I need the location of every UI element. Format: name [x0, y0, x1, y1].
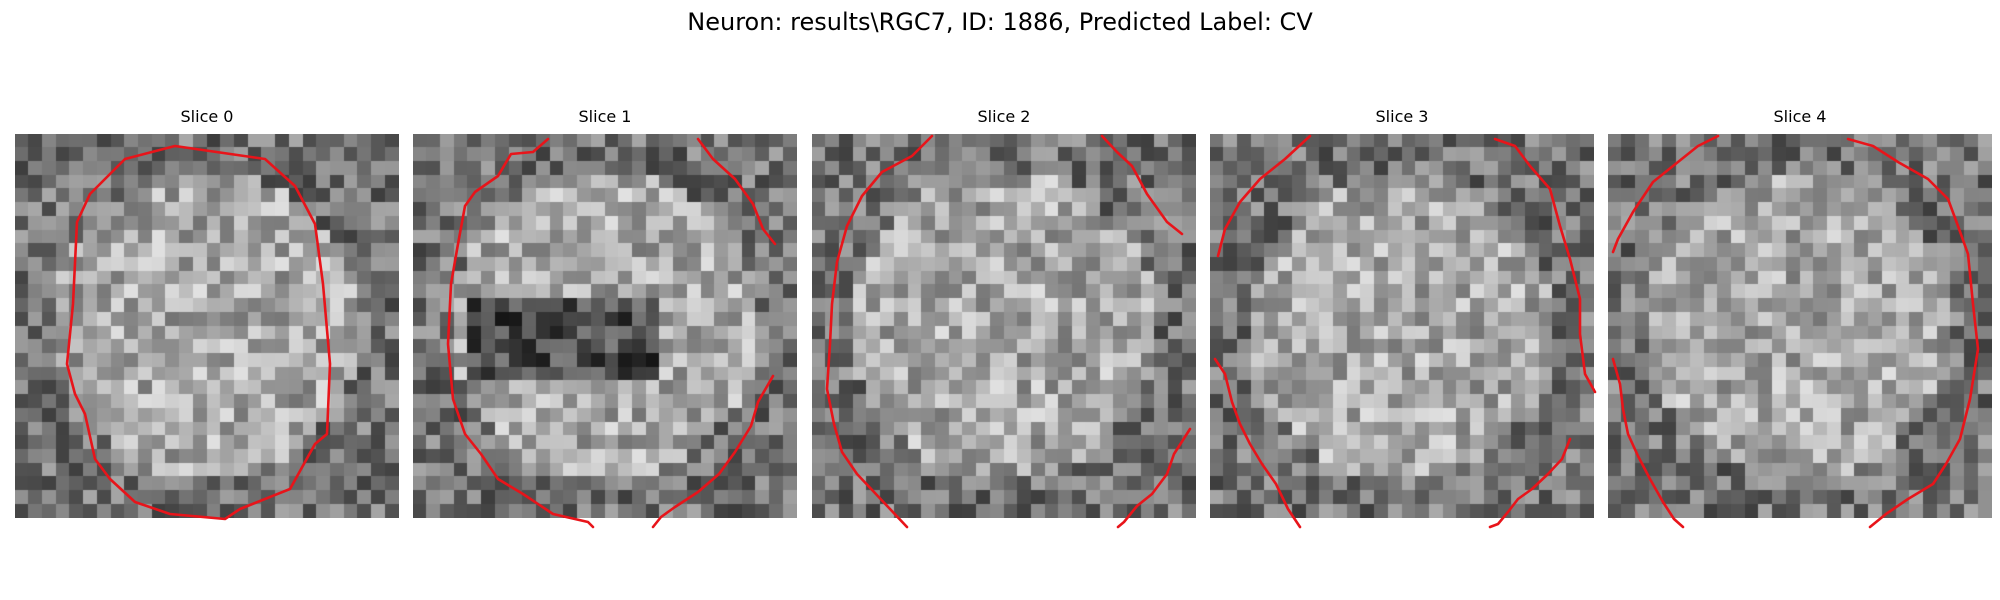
slice-image	[1210, 134, 1594, 518]
roi-contour	[1213, 134, 1597, 529]
figure-title: Neuron: results\RGC7, ID: 1886, Predicte…	[687, 8, 1313, 36]
roi-contour	[825, 134, 1192, 529]
slice-image	[15, 134, 399, 518]
slice-title: Slice 1	[578, 107, 632, 126]
slice-image	[1608, 134, 1992, 518]
slice-title: Slice 0	[180, 107, 234, 126]
slice-image	[812, 134, 1196, 518]
slice-title: Slice 3	[1375, 107, 1429, 126]
slice-title: Slice 2	[977, 107, 1031, 126]
roi-contour	[65, 144, 332, 521]
roi-contour	[1611, 134, 1980, 529]
roi-contour	[446, 137, 777, 529]
slice-title: Slice 4	[1773, 107, 1827, 126]
